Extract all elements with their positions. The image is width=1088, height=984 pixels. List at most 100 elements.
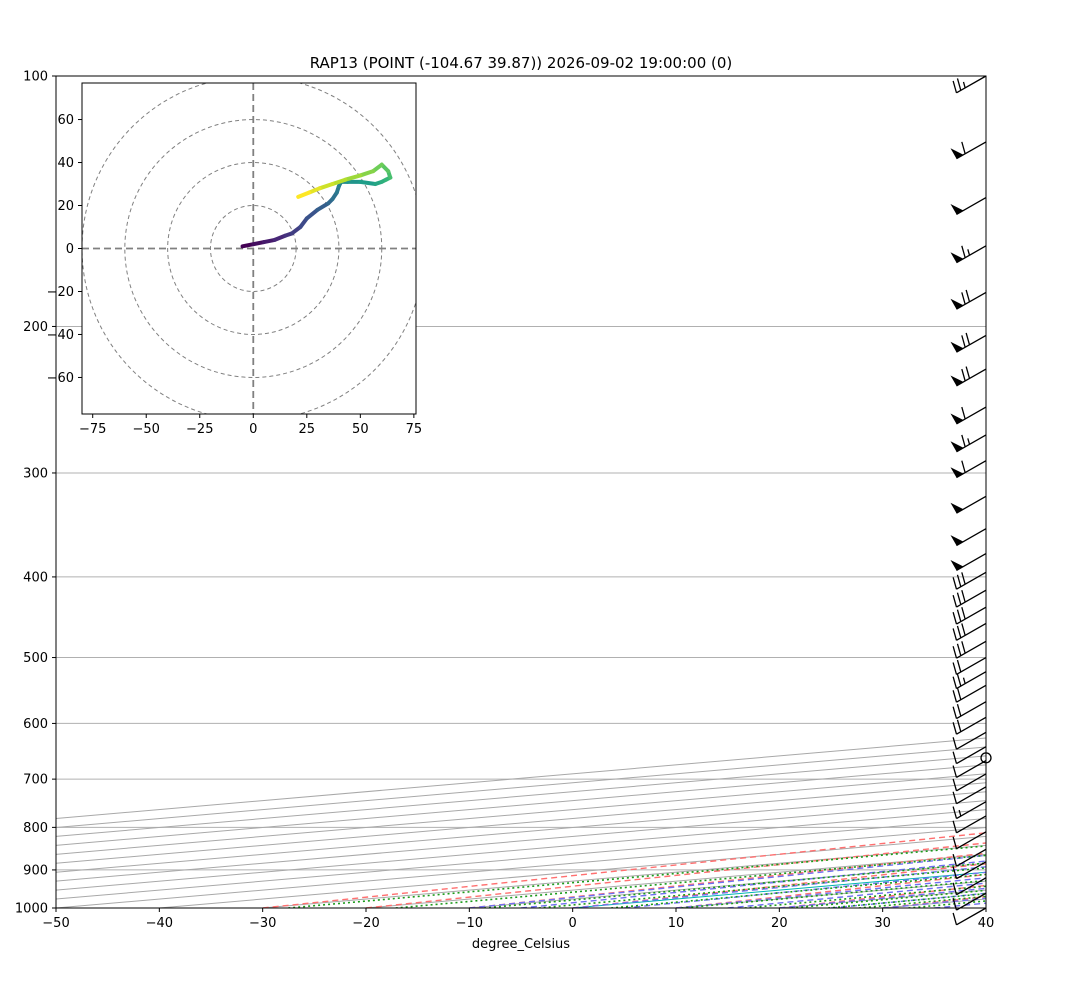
dry-adiabat-7 xyxy=(985,907,986,908)
chart-title: RAP13 (POINT (-104.67 39.87)) 2026-09-02… xyxy=(310,54,733,72)
mixing-ratio-line-1 xyxy=(395,854,986,908)
wind-barb-30 xyxy=(950,332,987,353)
hodograph-rings xyxy=(82,83,416,414)
x-tick-label-4: −10 xyxy=(456,916,483,931)
wind-barb-21 xyxy=(952,589,987,608)
wind-barb-24 xyxy=(950,528,987,547)
x-tick-label-3: −20 xyxy=(352,916,379,931)
hodograph-y-tick-1: −40 xyxy=(47,328,74,343)
hodograph-segment-25 xyxy=(317,182,335,191)
wind-barb-6 xyxy=(952,815,987,834)
x-tick-label-5: 0 xyxy=(569,916,577,931)
x-tick-label-9: 40 xyxy=(978,916,995,931)
hodograph-trace xyxy=(240,162,393,249)
dry-adiabat-1 xyxy=(365,842,986,908)
y-axis: 100 200 300 400 500 600 700 800 900 1000 xyxy=(15,70,56,917)
wind-barb-23 xyxy=(950,553,987,572)
y-tick-label-7: 800 xyxy=(23,821,48,836)
x-tick-label-7: 20 xyxy=(771,916,788,931)
hodograph-x-tick-4: 25 xyxy=(299,422,316,437)
wind-barb-17 xyxy=(952,656,987,675)
hodograph-inset: −75 −50 −25 0 25 50 75 −60 −40 −20 0 20 40 60 xyxy=(47,82,423,437)
hodograph-x-tick-1: −50 xyxy=(133,422,160,437)
y-tick-label-1: 200 xyxy=(23,320,48,335)
wind-barb-5 xyxy=(952,831,987,850)
wind-barb-11 xyxy=(952,746,987,765)
x-axis: −50 −40 −30 −20 −10 0 10 20 30 40 xyxy=(42,908,994,931)
hodograph-axes: −75 −50 −25 0 25 50 75 −60 −40 −20 0 20 40 60 xyxy=(47,113,423,437)
wind-barb-19 xyxy=(952,622,987,641)
wind-barb-29 xyxy=(950,366,987,387)
isotherm-2 xyxy=(56,755,986,837)
wind-barb-12 xyxy=(952,731,987,750)
wind-barb-28 xyxy=(950,406,987,425)
wind-barb-15 xyxy=(952,684,987,703)
x-tick-label-2: −30 xyxy=(249,916,276,931)
isotherm-0 xyxy=(56,737,986,820)
mixing-ratio-line-0 xyxy=(288,845,986,908)
x-tick-label-0: −50 xyxy=(42,916,69,931)
hodograph-segment-24 xyxy=(330,177,348,187)
hodograph-segment-15 xyxy=(358,179,378,187)
y-tick-label-4: 500 xyxy=(23,651,48,666)
wind-barb-18 xyxy=(952,640,987,659)
hodograph-segment-27 xyxy=(296,190,311,199)
mixing-ratio-line-2 xyxy=(483,862,986,908)
wind-barb-8 xyxy=(952,786,987,805)
wind-barb-16 xyxy=(952,671,987,690)
x-tick-label-1: −40 xyxy=(146,916,173,931)
hodograph-x-tick-5: 50 xyxy=(352,422,369,437)
hodograph-y-tick-2: −20 xyxy=(47,285,74,300)
wind-barb-13 xyxy=(952,716,987,735)
hodograph-segment-22 xyxy=(358,169,376,178)
wind-barb-0 xyxy=(952,907,987,926)
x-axis-label: degree_Celsius xyxy=(472,937,570,952)
isotherm-1 xyxy=(56,746,986,828)
x-tick-label-6: 10 xyxy=(668,916,685,931)
x-tick-label-8: 30 xyxy=(874,916,891,931)
y-tick-label-8: 900 xyxy=(23,863,48,878)
y-tick-label-6: 700 xyxy=(23,773,48,788)
wind-barb-10 xyxy=(952,760,987,779)
y-tick-label-5: 600 xyxy=(23,717,48,732)
y-tick-label-3: 400 xyxy=(23,570,48,585)
hodograph-y-tick-4: 20 xyxy=(57,199,74,214)
hodograph-x-tick-2: −25 xyxy=(186,422,213,437)
hodograph-x-tick-3: 0 xyxy=(249,422,257,437)
hodograph-y-tick-0: −60 xyxy=(47,371,74,386)
hodograph-x-tick-6: 75 xyxy=(406,422,423,437)
y-tick-label-9: 1000 xyxy=(15,902,48,917)
wind-barb-32 xyxy=(950,245,987,264)
skewt-background-lines xyxy=(56,76,986,908)
wind-barb-3 xyxy=(952,861,987,880)
wind-barb-35 xyxy=(952,75,987,94)
wind-barb-27 xyxy=(950,434,987,453)
hodograph-y-tick-5: 40 xyxy=(57,156,74,171)
wind-barb-2 xyxy=(952,877,987,896)
wind-barb-9 xyxy=(952,773,987,792)
wind-barb-7 xyxy=(952,801,987,820)
wind-barb-34 xyxy=(950,141,987,160)
y-tick-label-0: 100 xyxy=(23,70,48,85)
wind-barb-22 xyxy=(952,571,987,590)
wind-barb-4 xyxy=(952,848,987,867)
wind-barb-33 xyxy=(950,197,987,216)
wind-barb-26 xyxy=(950,460,987,479)
wind-barb-31 xyxy=(950,289,987,310)
hodograph-segment-7 xyxy=(304,207,320,221)
hodograph-segment-23 xyxy=(343,173,363,182)
wind-barb-20 xyxy=(952,606,987,625)
wind-barbs xyxy=(950,75,992,926)
hodograph-x-tick-0: −75 xyxy=(79,422,106,437)
isotherm-3 xyxy=(56,764,986,846)
y-tick-label-2: 300 xyxy=(23,466,48,481)
isotherm-18 xyxy=(985,907,986,908)
hodograph-y-tick-3: 0 xyxy=(66,242,74,257)
hodograph-y-tick-6: 60 xyxy=(57,113,74,128)
wind-barb-25 xyxy=(950,495,987,514)
moist-adiabat-10 xyxy=(985,907,986,908)
wind-barb-14 xyxy=(952,701,987,720)
skewt-frame xyxy=(55,75,987,909)
hodograph-segment-8 xyxy=(315,201,331,212)
